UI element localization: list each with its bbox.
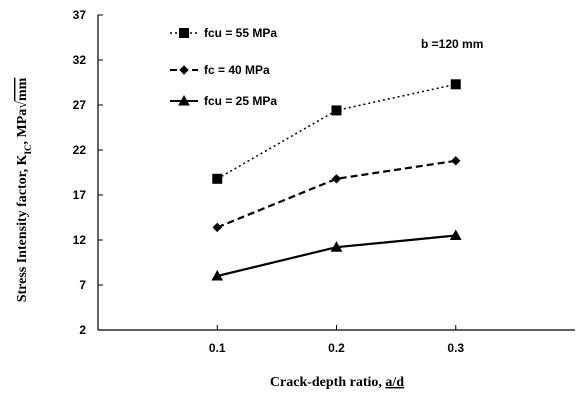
data-point-square [331, 105, 342, 116]
data-point-diamond [451, 156, 461, 166]
legend: fcu = 55 MPa fc = 40 MPa fcu = 25 MPa [170, 26, 277, 108]
width-annotation: b =120 mm [421, 37, 483, 51]
legend-marker-diamond [179, 65, 189, 75]
data-point-triangle [211, 269, 224, 281]
y-tick-label: 12 [73, 233, 87, 247]
x-axis-ticks: 0.1 0.2 0.3 [209, 325, 464, 355]
data-point-square [212, 173, 223, 184]
y-tick-label: 22 [73, 143, 87, 157]
y-axis-title-root: mm [15, 77, 30, 101]
data-point-triangle [449, 229, 462, 240]
legend-label: fc = 40 MPa [204, 63, 270, 77]
legend-label: fcu = 25 MPa [204, 94, 277, 108]
series-2 [212, 156, 461, 233]
y-axis-title: Stress Intensity factor, KIC, MPa√mm [15, 77, 33, 302]
series-3 [211, 229, 462, 281]
data-point-diamond [212, 222, 222, 233]
y-tick-label: 32 [73, 53, 87, 67]
y-tick-label: 27 [73, 98, 87, 112]
legend-item: fcu = 55 MPa [170, 26, 277, 40]
x-tick-label: 0.2 [328, 341, 345, 355]
y-tick-label: 37 [73, 8, 87, 22]
data-point-diamond [331, 174, 342, 184]
x-tick-label: 0.3 [447, 341, 464, 355]
plot-area [97, 15, 575, 331]
data-point-triangle [330, 241, 343, 252]
x-axis-title-variable: a/d [385, 375, 404, 390]
series-1 [212, 79, 461, 184]
y-tick-label: 17 [73, 188, 87, 202]
data-point-square [450, 79, 461, 90]
y-axis-title-main: Stress Intensity factor, K [15, 154, 30, 302]
legend-item: fcu = 25 MPa [170, 94, 277, 108]
series-line [216, 159, 456, 229]
legend-marker-square [179, 28, 189, 38]
legend-label: fcu = 55 MPa [204, 26, 277, 40]
x-axis-title-prefix: Crack-depth ratio, [270, 375, 386, 390]
legend-marker-triangle [178, 94, 190, 106]
y-axis-title-unit: , MPa [15, 109, 30, 145]
y-axis-title-subscript: IC [23, 144, 33, 154]
legend-item: fc = 40 MPa [170, 63, 270, 77]
y-tick-label: 2 [79, 323, 86, 337]
series-layer [211, 79, 462, 281]
y-tick-label: 7 [79, 278, 86, 292]
series-line [216, 83, 456, 180]
sqrt-sign: √ [15, 101, 30, 109]
y-axis-title-group: Stress Intensity factor, KIC, MPa√mm [15, 77, 33, 302]
x-axis-title: Crack-depth ratio, a/d [270, 375, 404, 390]
x-tick-label: 0.1 [209, 341, 226, 355]
